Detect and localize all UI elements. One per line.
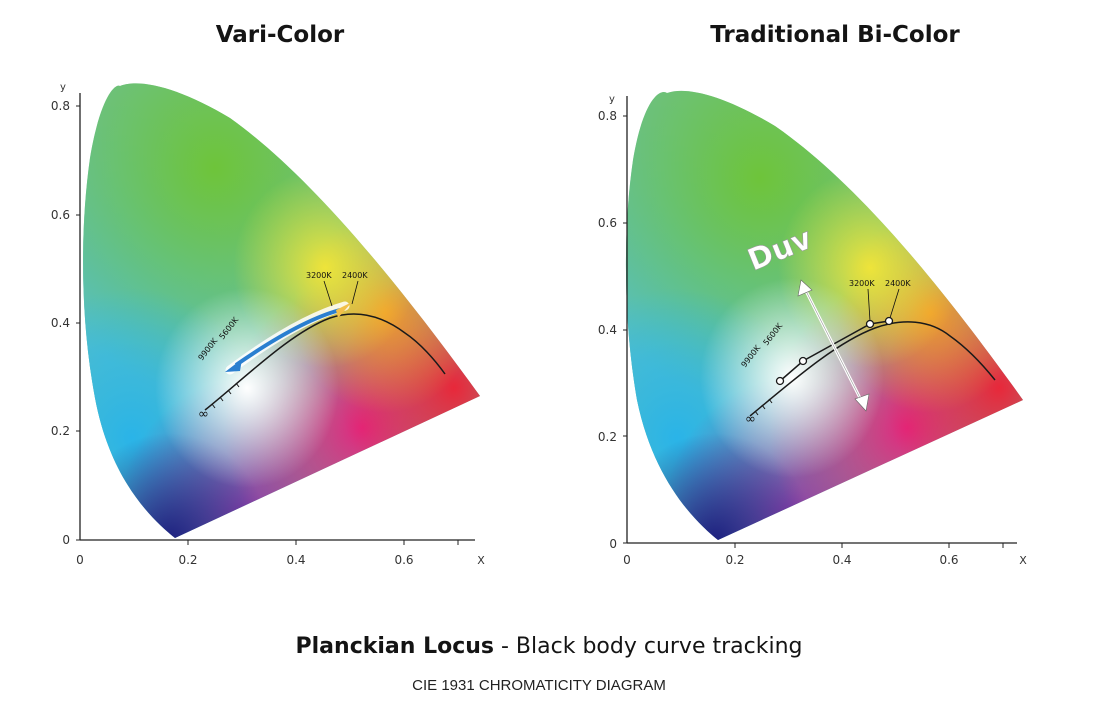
x-tick-label: 0.2: [725, 553, 744, 567]
panel-title-traditional-bi-color: Traditional Bi-Color: [710, 22, 960, 48]
point-3200k: [865, 319, 875, 329]
x-tick-label: 0.4: [832, 553, 851, 567]
temp-label-3200k: 3200K: [849, 279, 875, 288]
x-tick-label: 0.6: [394, 553, 413, 567]
x-axis-label: X: [477, 554, 485, 567]
infinity-label: ∞: [745, 412, 756, 427]
bi-color-mixing-line: [779, 320, 890, 382]
y-tick-label: 0.6: [51, 208, 70, 222]
locus-tick-marks: [211, 382, 240, 409]
duv-arrow-head-down: [854, 393, 870, 412]
y-tick-label: 0.2: [598, 430, 617, 444]
y-tick-label: 0: [62, 533, 70, 547]
planckian-locus-curve: [749, 321, 996, 417]
x-tick-label: 0.4: [286, 553, 305, 567]
cie-diagram-vari-color: y 0 0.2 0.4 0.6 0.8 0 0.2 0.4 0.6 X ∞ 99…: [51, 82, 485, 567]
tracking-arrow-blue: [234, 308, 341, 367]
y-axis-label: y: [60, 82, 66, 93]
gamut-fill: [625, 90, 1024, 540]
temp-label-3200k: 3200K: [306, 271, 332, 280]
y-axis-label: y: [609, 94, 615, 105]
footer-title: Planckian Locus - Black body curve track…: [0, 634, 1098, 659]
gamut-fill: [83, 83, 481, 538]
y-tick-label: 0.4: [598, 323, 617, 337]
x-tick-label: 0: [623, 553, 631, 567]
x-tick-label: 0.6: [939, 553, 958, 567]
y-tick-label: 0: [609, 537, 617, 551]
panel-title-vari-color: Vari-Color: [215, 22, 345, 48]
leader-3200k: [867, 288, 871, 322]
point-9900k: [775, 376, 785, 386]
x-tick-label: 0: [76, 553, 84, 567]
duv-arrow-head-up: [797, 279, 813, 297]
x-axis-label: X: [1019, 554, 1027, 567]
temp-label-2400k: 2400K: [885, 279, 911, 288]
y-tick-label: 0.8: [598, 109, 617, 123]
y-tick-label: 0.8: [51, 99, 70, 113]
arrow-head-warm: [336, 302, 352, 318]
y-tick-label: 0.6: [598, 216, 617, 230]
planckian-locus-curve: [204, 313, 446, 411]
temp-label-2400k: 2400K: [342, 271, 368, 280]
point-2400k: [884, 316, 894, 326]
infinity-label: ∞: [198, 407, 209, 422]
footer-title-bold: Planckian Locus: [295, 634, 494, 659]
leader-2400k: [351, 280, 359, 305]
arrow-head-cool: [225, 359, 242, 372]
x-tick-label: 0.2: [178, 553, 197, 567]
footer-title-rest: - Black body curve tracking: [494, 634, 803, 659]
y-tick-label: 0.2: [51, 424, 70, 438]
locus-tick-marks: [754, 398, 773, 416]
point-5600k: [798, 356, 808, 366]
cie-diagram-traditional-bi-color: y 0 0.2 0.4 0.6 0.8 0 0.2 0.4 0.6 X ∞ 99…: [598, 90, 1027, 567]
footer-subtitle: CIE 1931 CHROMATICITY DIAGRAM: [412, 677, 666, 694]
leader-2400k: [889, 288, 900, 319]
leader-3200k: [323, 280, 333, 307]
y-tick-label: 0.4: [51, 316, 70, 330]
